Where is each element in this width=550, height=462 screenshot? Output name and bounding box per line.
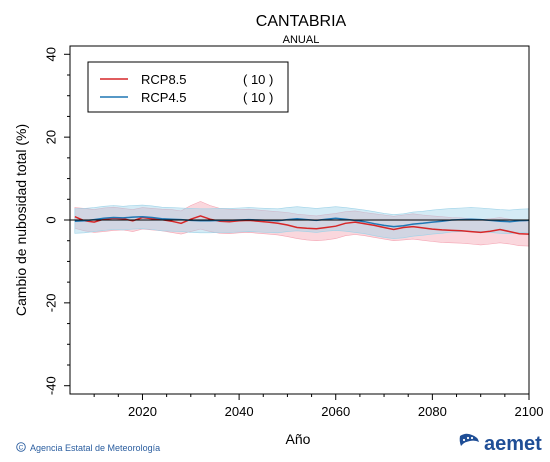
x-tick-label: 2060: [321, 404, 350, 419]
x-axis: 2020 2040 2060 2080 2100: [93, 394, 544, 419]
footer-credit-text: Agencia Estatal de Meteorología: [30, 443, 161, 453]
y-tick-label: 0: [43, 216, 58, 223]
svg-text:C: C: [19, 444, 24, 451]
x-tick-label: 2040: [225, 404, 254, 419]
legend-count-rcp45: ( 10 ): [243, 90, 273, 105]
y-tick-label: 40: [43, 47, 58, 61]
legend-count-rcp85: ( 10 ): [243, 72, 273, 87]
copyright-icon: C: [16, 442, 26, 454]
legend-label-rcp45: RCP4.5: [141, 90, 187, 105]
y-tick-label: -40: [43, 376, 58, 395]
x-tick-label: 2020: [128, 404, 157, 419]
footer-credit: C Agencia Estatal de Meteorología: [16, 442, 160, 454]
aemet-brand-text: aemet: [484, 432, 542, 455]
aemet-logo-icon: [458, 432, 480, 456]
x-tick-label: 2100: [515, 404, 544, 419]
legend-label-rcp85: RCP8.5: [141, 72, 187, 87]
legend: RCP8.5 ( 10 ) RCP4.5 ( 10 ): [87, 61, 289, 113]
y-axis: 40 20 0 -20 -40: [43, 47, 70, 395]
legend-box: [87, 61, 289, 113]
chart-subtitle: ANUAL: [283, 34, 320, 46]
series-line-rcp85: [74, 215, 530, 235]
aemet-logo: aemet: [458, 432, 542, 456]
y-tick-label: -20: [43, 293, 58, 312]
y-tick-label: 20: [43, 130, 58, 144]
chart-title: CANTABRIA: [256, 13, 347, 30]
uncertainty-bands: [74, 201, 530, 247]
x-axis-label: Año: [286, 431, 311, 447]
x-tick-label: 2080: [418, 404, 447, 419]
y-axis-label: Cambio de nubosidad total (%): [13, 124, 29, 316]
